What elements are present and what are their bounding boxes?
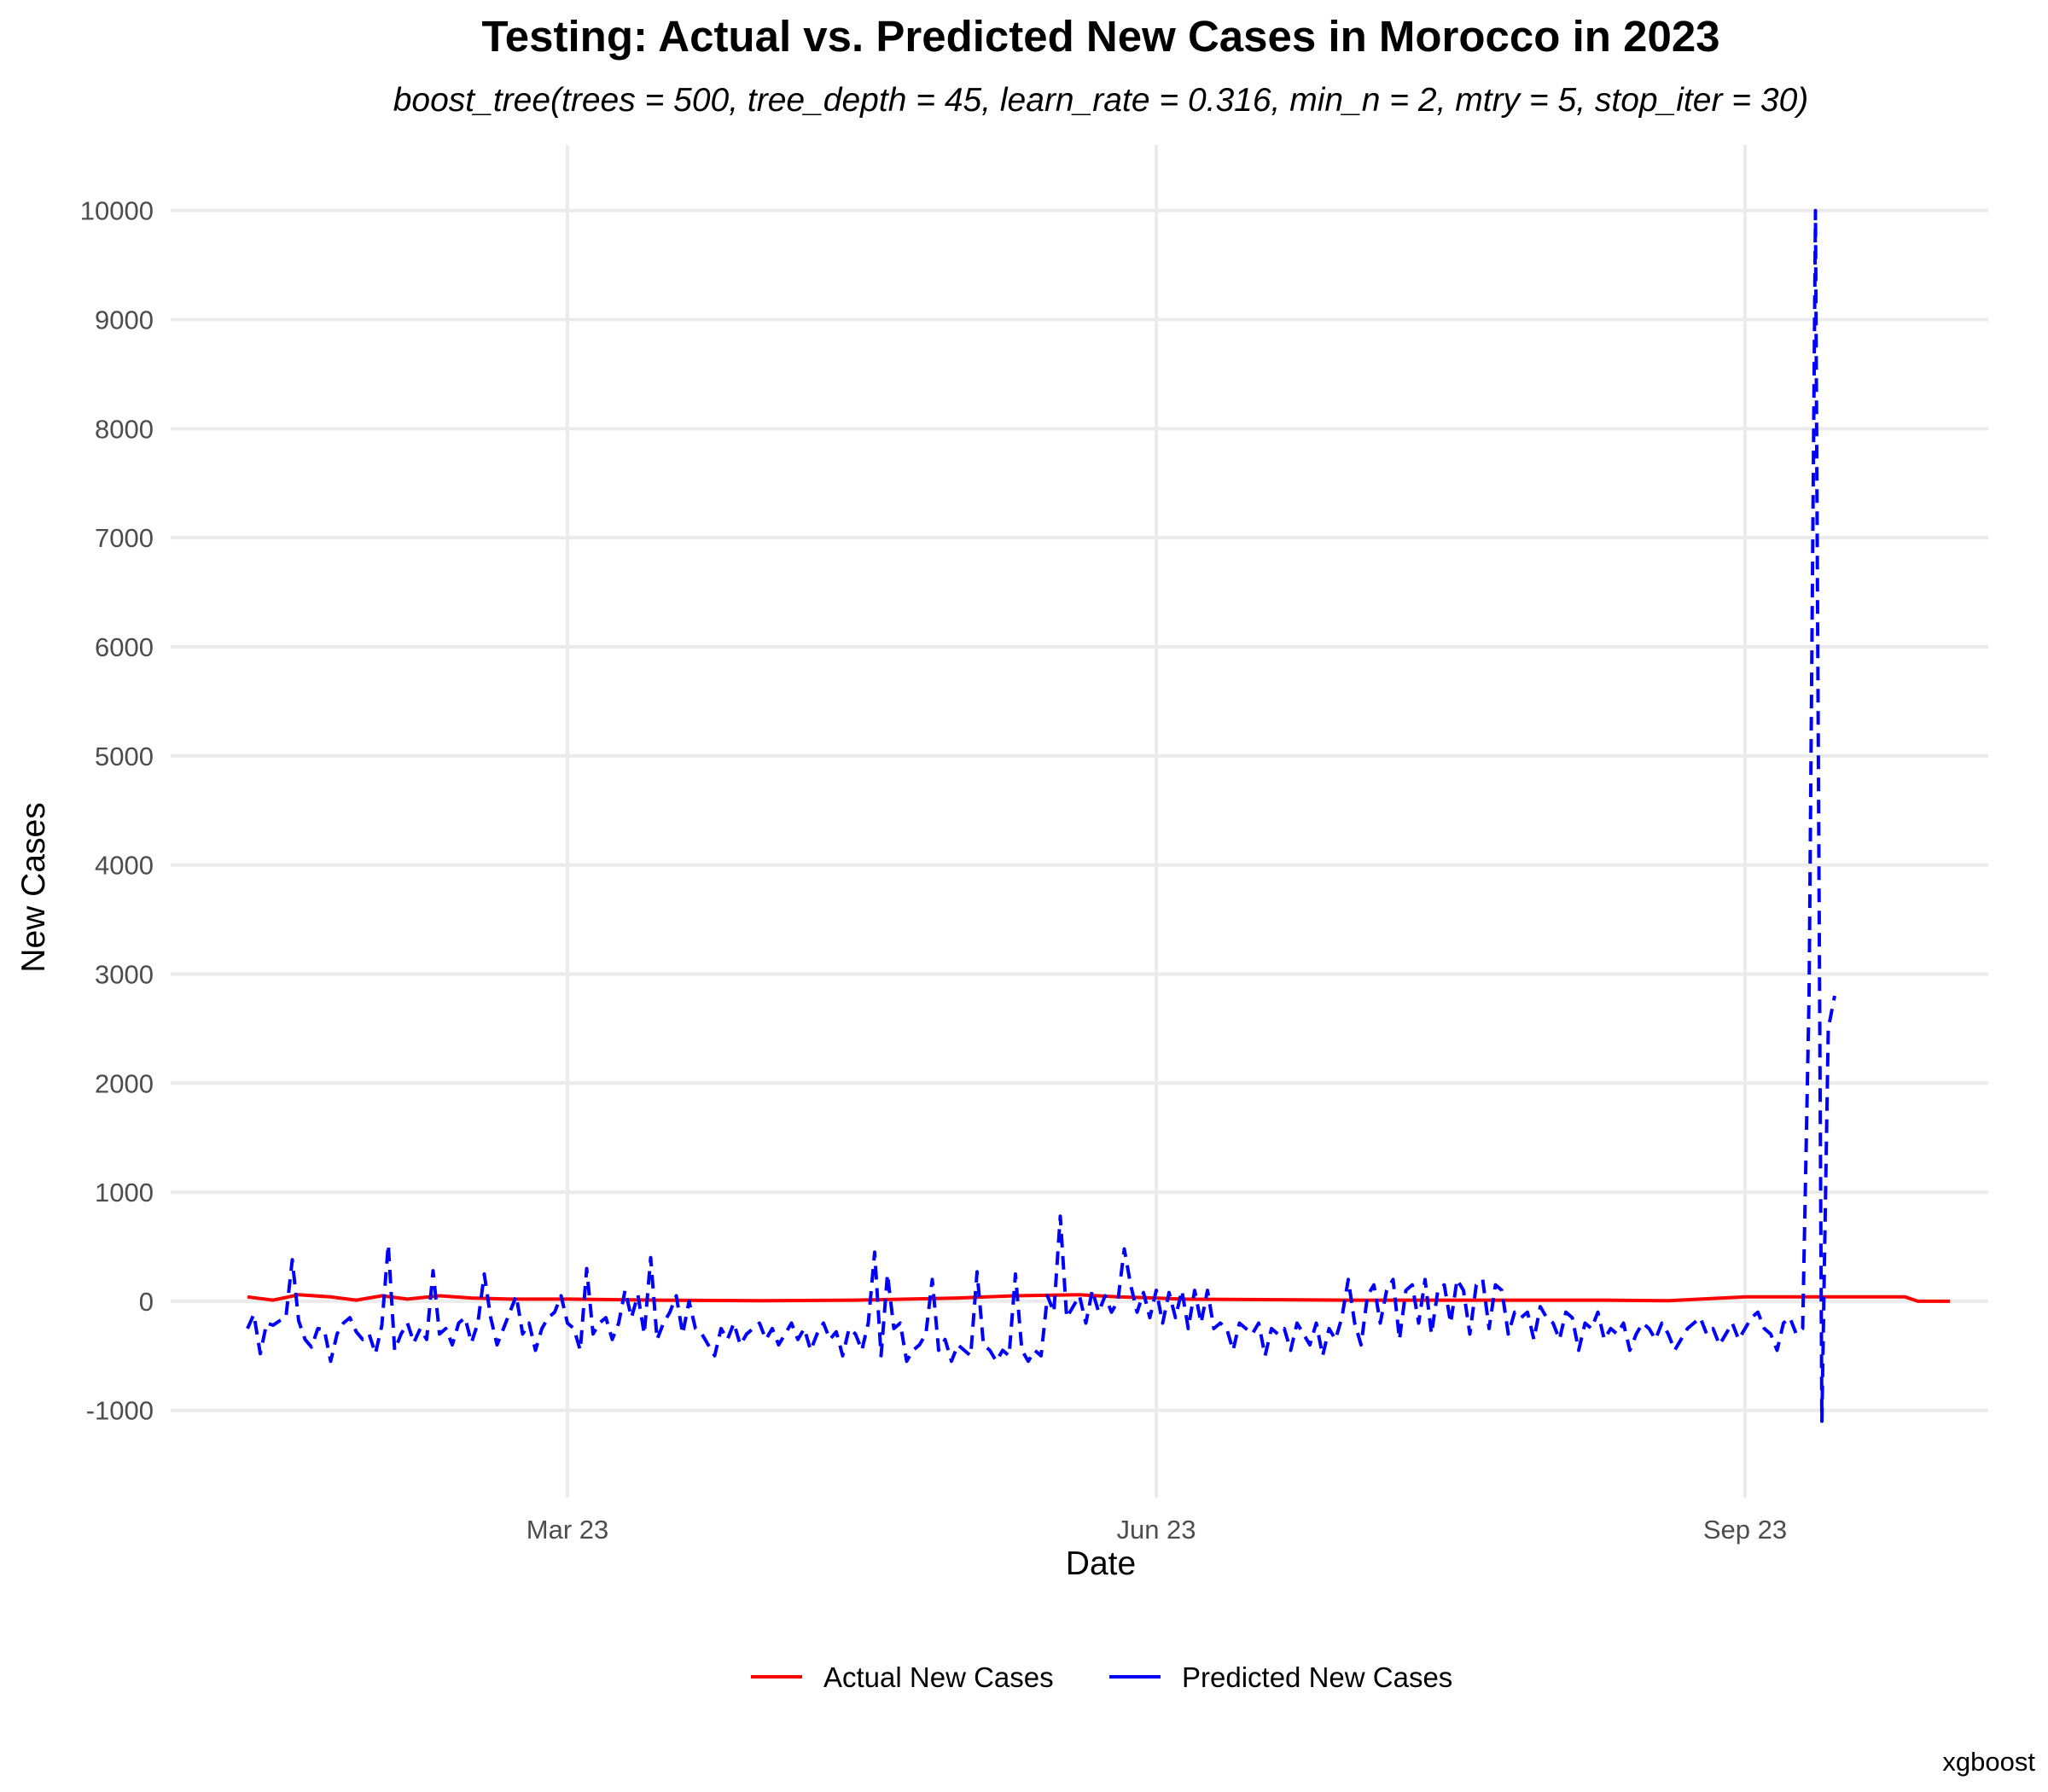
y-tick-label: 3000 [95, 959, 154, 989]
x-axis-title: Date [1066, 1545, 1136, 1582]
chart-caption: xgboost [1942, 1747, 2035, 1777]
y-tick-label: 9000 [95, 305, 154, 335]
y-tick-labels: -1000 0 1000 2000 3000 4000 5000 6000 7000 8000 90… [80, 196, 154, 1426]
series-line-predicted-new-cases [246, 208, 1836, 1423]
legend-label-actual-new-cases: Actual New Cases [823, 1661, 1054, 1693]
y-tick-label: 0 [139, 1287, 154, 1317]
legend-label-predicted-new-cases: Predicted New Cases [1182, 1661, 1452, 1693]
y-tick-label: 6000 [95, 632, 154, 662]
chart-subtitle: boost_tree(trees = 500, tree_depth = 45,… [393, 82, 1809, 119]
y-tick-label: 4000 [95, 851, 154, 881]
series-layer [246, 208, 1950, 1423]
y-tick-label: 10000 [80, 196, 154, 226]
x-tick-labels: Mar 23 Jun 23 Sep 23 [527, 1515, 1787, 1545]
y-tick-label: 7000 [95, 523, 154, 553]
legend: Actual New Cases Predicted New Cases [751, 1661, 1452, 1693]
y-axis-title: New Cases [15, 802, 52, 972]
y-tick-label: -1000 [86, 1396, 154, 1426]
series-line-actual-new-cases [247, 1293, 1950, 1303]
x-tick-label: Mar 23 [527, 1515, 608, 1545]
chart-title: Testing: Actual vs. Predicted New Cases … [481, 12, 1719, 61]
x-tick-label: Jun 23 [1116, 1515, 1196, 1545]
x-tick-label: Sep 23 [1703, 1515, 1787, 1545]
y-tick-label: 5000 [95, 742, 154, 771]
y-tick-label: 8000 [95, 414, 154, 444]
y-tick-label: 2000 [95, 1068, 154, 1098]
y-tick-label: 1000 [95, 1178, 154, 1207]
gridlines [171, 145, 1988, 1498]
